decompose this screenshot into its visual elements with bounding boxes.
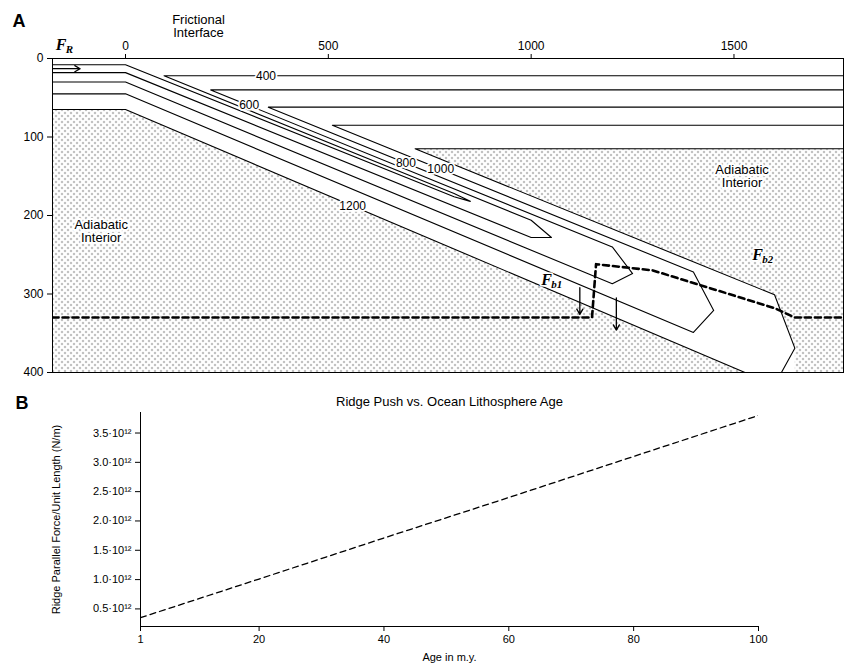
svg-text:b2: b2 [762,253,774,265]
svg-text:3.0·10¹²: 3.0·10¹² [93,456,132,468]
svg-text:40: 40 [378,633,390,645]
svg-text:b1: b1 [551,278,562,290]
svg-text:AdiabaticInterior: AdiabaticInterior [715,162,769,190]
svg-text:1500: 1500 [721,39,748,53]
svg-text:AdiabaticInterior: AdiabaticInterior [74,217,128,245]
svg-text:200: 200 [23,208,43,222]
svg-text:F: F [55,35,67,53]
svg-text:100: 100 [749,633,767,645]
svg-text:B: B [16,393,29,413]
svg-text:20: 20 [253,633,265,645]
svg-text:400: 400 [256,69,276,83]
svg-text:500: 500 [318,39,338,53]
svg-text:A: A [13,11,26,31]
svg-text:0: 0 [122,39,129,53]
svg-text:0: 0 [37,51,44,65]
svg-text:600: 600 [239,98,259,112]
svg-text:F: F [541,271,552,288]
svg-text:1.5·10¹²: 1.5·10¹² [93,544,132,556]
svg-text:1.0·10¹²: 1.0·10¹² [93,573,132,585]
svg-text:R: R [65,43,73,55]
svg-text:1: 1 [137,633,143,645]
svg-text:3.5·10¹²: 3.5·10¹² [93,427,132,439]
svg-text:300: 300 [23,287,43,301]
svg-text:FrictionalInterface: FrictionalInterface [172,12,225,40]
svg-text:F: F [752,245,763,263]
svg-text:2.0·10¹²: 2.0·10¹² [93,514,132,526]
svg-text:Ridge Parallel Force/Unit Leng: Ridge Parallel Force/Unit Length (N/m) [50,425,62,615]
svg-text:80: 80 [628,633,640,645]
svg-text:1000: 1000 [427,162,454,176]
svg-text:Ridge Push vs. Ocean Lithosphe: Ridge Push vs. Ocean Lithosphere Age [336,394,563,409]
svg-text:60: 60 [503,633,515,645]
svg-text:1000: 1000 [518,39,545,53]
svg-text:800: 800 [396,156,416,170]
svg-text:400: 400 [23,365,43,379]
svg-text:100: 100 [23,130,43,144]
svg-text:0.5·10¹²: 0.5·10¹² [93,602,132,614]
svg-text:Age in m.y.: Age in m.y. [422,651,476,663]
svg-text:1200: 1200 [339,199,366,213]
svg-text:2.5·10¹²: 2.5·10¹² [93,485,132,497]
